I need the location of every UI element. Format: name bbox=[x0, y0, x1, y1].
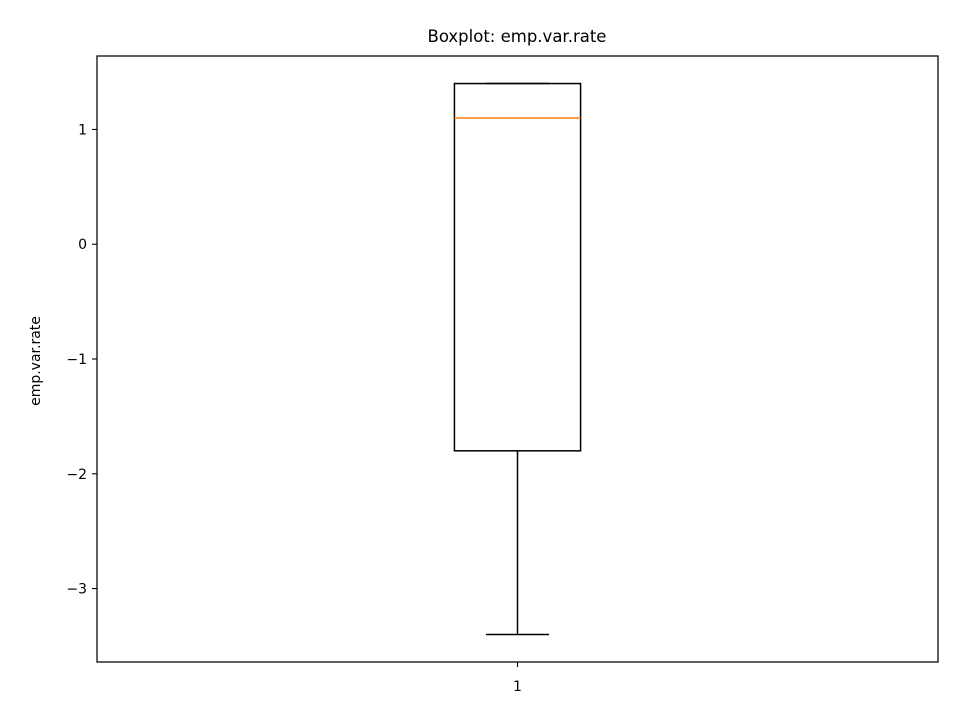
box-iqr bbox=[453, 82, 582, 452]
y-tick-label: −3 bbox=[66, 582, 87, 598]
x-tick-label: 1 bbox=[513, 679, 522, 695]
y-tick-label: −1 bbox=[66, 352, 87, 368]
y-axis: 1 0 −1 −2 −3 bbox=[66, 122, 97, 598]
y-tick-label: 0 bbox=[78, 237, 87, 253]
y-tick-label: −2 bbox=[66, 467, 87, 483]
x-axis: 1 bbox=[513, 662, 522, 695]
y-tick-label: 1 bbox=[78, 122, 87, 138]
y-axis-label: emp.var.rate bbox=[28, 316, 44, 406]
chart-title: Boxplot: emp.var.rate bbox=[428, 27, 607, 46]
boxes bbox=[453, 82, 582, 636]
